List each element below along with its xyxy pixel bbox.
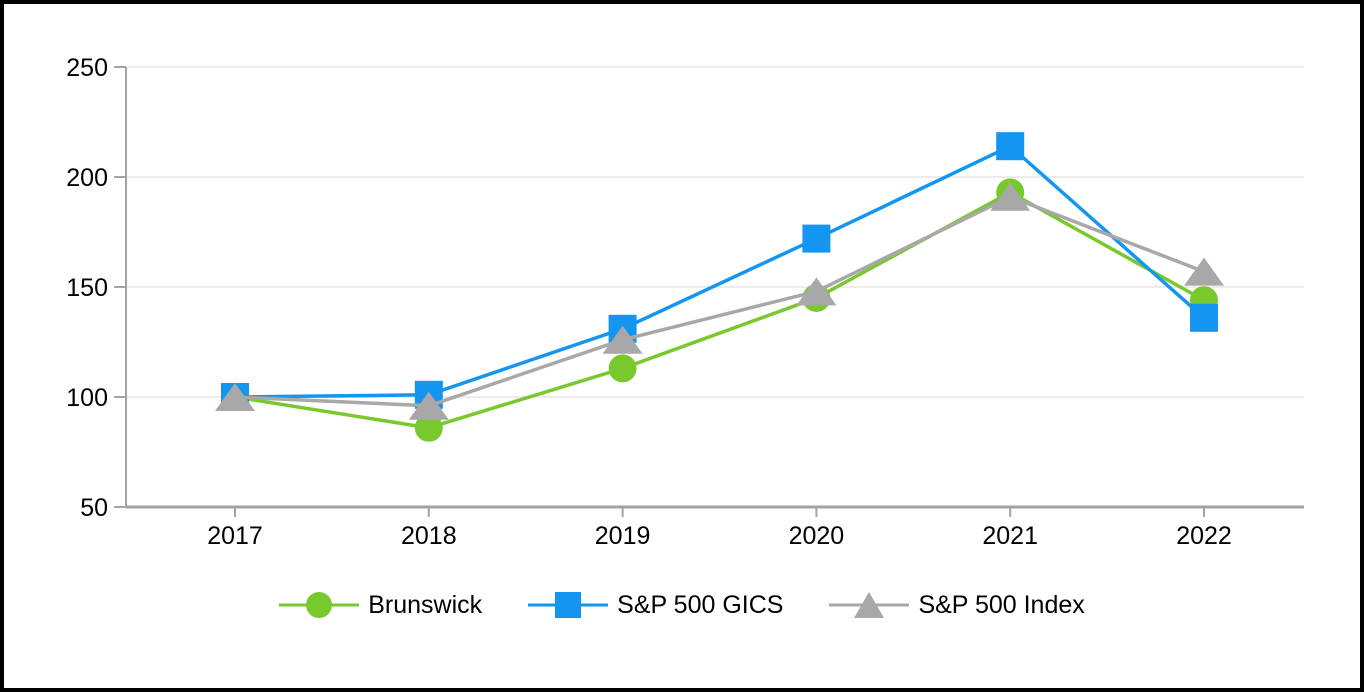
- data-point-brunswick-2019: [608, 354, 637, 383]
- legend-marker-triangle-icon: [829, 592, 910, 618]
- data-point-s-p-500-gics-2022: [1190, 303, 1218, 332]
- data-point-s-p-500-index-2018: [408, 391, 449, 420]
- y-tick-label-150: 150: [66, 274, 108, 302]
- series-s-p-500-gics: [221, 132, 1218, 411]
- x-tick-label-2022: 2022: [1176, 522, 1232, 550]
- data-point-s-p-500-index-2019: [602, 325, 643, 354]
- data-point-s-p-500-gics-2020: [802, 224, 831, 253]
- line-chart-canvas: 50 100 150 200 250 2017 2018 2019 2020 2021 2022: [66, 54, 1304, 550]
- legend-marker-square-icon: [528, 592, 609, 618]
- legend-label-sp500-index: S&P 500 Index: [918, 590, 1085, 619]
- data-point-brunswick-2018: [414, 413, 443, 442]
- x-tick-label-2020: 2020: [789, 522, 845, 550]
- y-tick-label-50: 50: [80, 494, 108, 522]
- series-s-p-500-index: [215, 182, 1224, 420]
- x-tick-label-2019: 2019: [595, 522, 651, 550]
- data-point-s-p-500-index-2021: [990, 182, 1031, 211]
- legend-marker-circle-icon: [279, 592, 360, 618]
- series-line-s-p-500-gics: [234, 144, 1206, 399]
- y-tick-label-200: 200: [66, 164, 108, 192]
- chart-legend: Brunswick S&P 500 GICS S&P 500 Index: [4, 580, 1360, 630]
- data-point-s-p-500-index-2017: [215, 383, 255, 411]
- data-point-s-p-500-index-2020: [796, 277, 837, 306]
- legend-label-sp500-gics: S&P 500 GICS: [617, 590, 784, 619]
- data-point-s-p-500-index-2022: [1184, 257, 1224, 286]
- legend-item-brunswick: Brunswick: [279, 585, 482, 625]
- legend-label-brunswick: Brunswick: [368, 590, 483, 619]
- legend-shape-square: [555, 592, 582, 618]
- x-tick-label-2021: 2021: [982, 522, 1038, 550]
- x-tick-label-2017: 2017: [207, 522, 263, 550]
- y-tick-label-250: 250: [66, 54, 108, 82]
- y-tick-label-100: 100: [66, 384, 108, 412]
- legend-item-sp500-index: S&P 500 Index: [829, 585, 1085, 625]
- legend-shape-circle: [306, 592, 333, 618]
- data-point-s-p-500-gics-2021: [996, 132, 1025, 161]
- legend-item-sp500-gics: S&P 500 GICS: [528, 585, 783, 625]
- series-line-brunswick: [234, 190, 1205, 430]
- series-line-s-p-500-index: [234, 194, 1205, 408]
- x-tick-label-2018: 2018: [401, 522, 457, 550]
- legend-shape-triangle: [854, 592, 885, 618]
